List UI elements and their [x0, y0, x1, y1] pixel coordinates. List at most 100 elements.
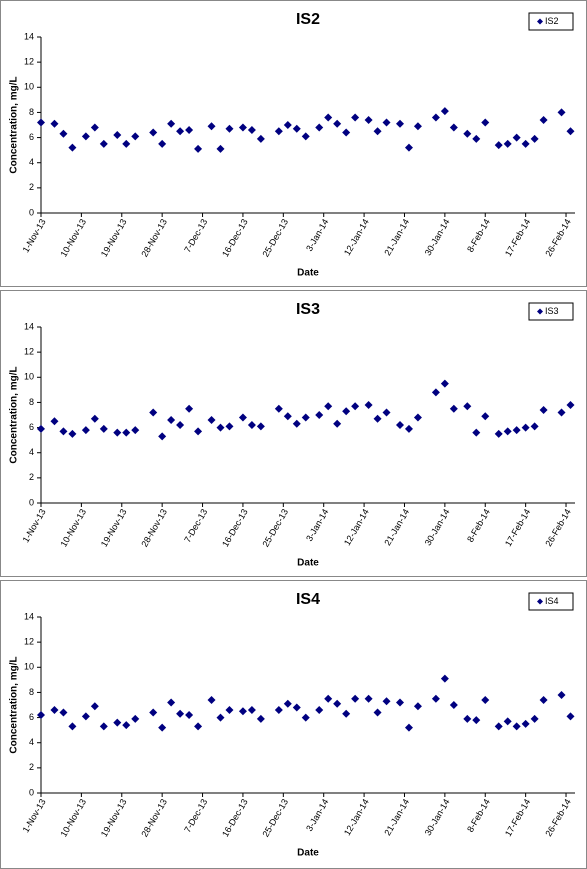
data-point [449, 701, 458, 709]
data-point [333, 419, 342, 428]
data-point [176, 127, 185, 136]
x-axis-title: Date [297, 268, 319, 279]
data-point [539, 115, 548, 124]
data-point [274, 706, 283, 715]
panel-border [0, 0, 587, 287]
data-point [566, 400, 575, 409]
data-point [333, 699, 342, 708]
data-point [149, 128, 158, 137]
y-axis-title: Concentration, mg/L [9, 76, 20, 173]
data-point [238, 123, 247, 132]
data-point [301, 413, 310, 422]
data-point [194, 144, 203, 153]
y-tick-label: 12 [24, 347, 34, 357]
y-tick-label: 8 [29, 687, 34, 697]
y-tick-label: 4 [29, 737, 34, 747]
y-tick-label: 0 [29, 497, 34, 507]
data-point [566, 712, 575, 721]
data-point [512, 722, 521, 731]
data-point [373, 127, 382, 136]
y-tick-label: 4 [29, 157, 34, 167]
data-point [301, 713, 310, 722]
data-point [481, 695, 490, 704]
data-point [440, 107, 449, 116]
data-point [413, 122, 422, 131]
chart-title: IS2 [296, 11, 320, 28]
data-point [342, 709, 351, 718]
data-point [557, 690, 566, 699]
data-point [539, 405, 548, 414]
data-point [149, 708, 158, 717]
data-point [274, 127, 283, 136]
data-point [395, 421, 404, 430]
data-point [225, 422, 234, 431]
data-point [167, 698, 176, 707]
data-point [37, 711, 45, 720]
data-point [449, 404, 458, 413]
y-tick-label: 2 [29, 472, 34, 482]
data-point [373, 708, 382, 717]
data-point [373, 414, 382, 423]
data-point [351, 694, 360, 703]
data-point [463, 129, 472, 138]
data-point [521, 423, 530, 432]
y-tick-label: 12 [24, 57, 34, 67]
data-point [194, 722, 203, 731]
data-point [472, 716, 481, 725]
data-point [472, 134, 481, 143]
data-point [283, 412, 292, 421]
data-point [274, 404, 283, 413]
y-tick-label: 14 [24, 321, 34, 331]
data-point [404, 424, 413, 433]
y-tick-label: 2 [29, 762, 34, 772]
y-tick-label: 0 [29, 787, 34, 797]
data-point [351, 113, 360, 122]
data-point [176, 421, 185, 430]
legend-label: IS2 [545, 16, 559, 26]
y-tick-label: 10 [24, 662, 34, 672]
data-point [247, 706, 256, 715]
data-point [364, 400, 373, 409]
y-tick-label: 14 [24, 31, 34, 41]
chart-title: IS3 [296, 301, 320, 318]
data-point [283, 121, 292, 129]
data-point [167, 416, 176, 425]
data-point [315, 411, 324, 419]
data-point [413, 413, 422, 422]
data-point [50, 417, 59, 426]
y-tick-label: 12 [24, 637, 34, 647]
data-point [90, 702, 99, 711]
data-point [90, 414, 99, 423]
data-point [364, 115, 373, 124]
data-point [512, 426, 521, 435]
y-axis-title: Concentration, mg/L [9, 656, 20, 753]
data-point [324, 402, 333, 411]
legend-label: IS4 [545, 596, 559, 606]
data-point [158, 139, 167, 148]
y-tick-label: 8 [29, 107, 34, 117]
data-point [557, 408, 566, 417]
data-point [99, 424, 108, 433]
data-point [81, 426, 90, 435]
data-point [292, 419, 301, 428]
data-point [99, 722, 108, 731]
data-point [566, 127, 575, 136]
data-point [37, 118, 45, 127]
data-point [494, 141, 503, 150]
panel-border [0, 290, 587, 577]
data-point [413, 702, 422, 711]
data-point [185, 126, 194, 135]
data-point [431, 694, 440, 703]
data-point [149, 408, 158, 417]
data-point [503, 427, 512, 436]
data-point [185, 404, 194, 413]
y-tick-label: 0 [29, 207, 34, 217]
data-point [315, 123, 324, 132]
data-point [131, 426, 140, 435]
data-point [158, 723, 167, 732]
data-point [185, 711, 194, 720]
data-point [81, 712, 90, 721]
data-point [503, 139, 512, 148]
data-point [404, 723, 413, 732]
data-point [292, 703, 301, 712]
